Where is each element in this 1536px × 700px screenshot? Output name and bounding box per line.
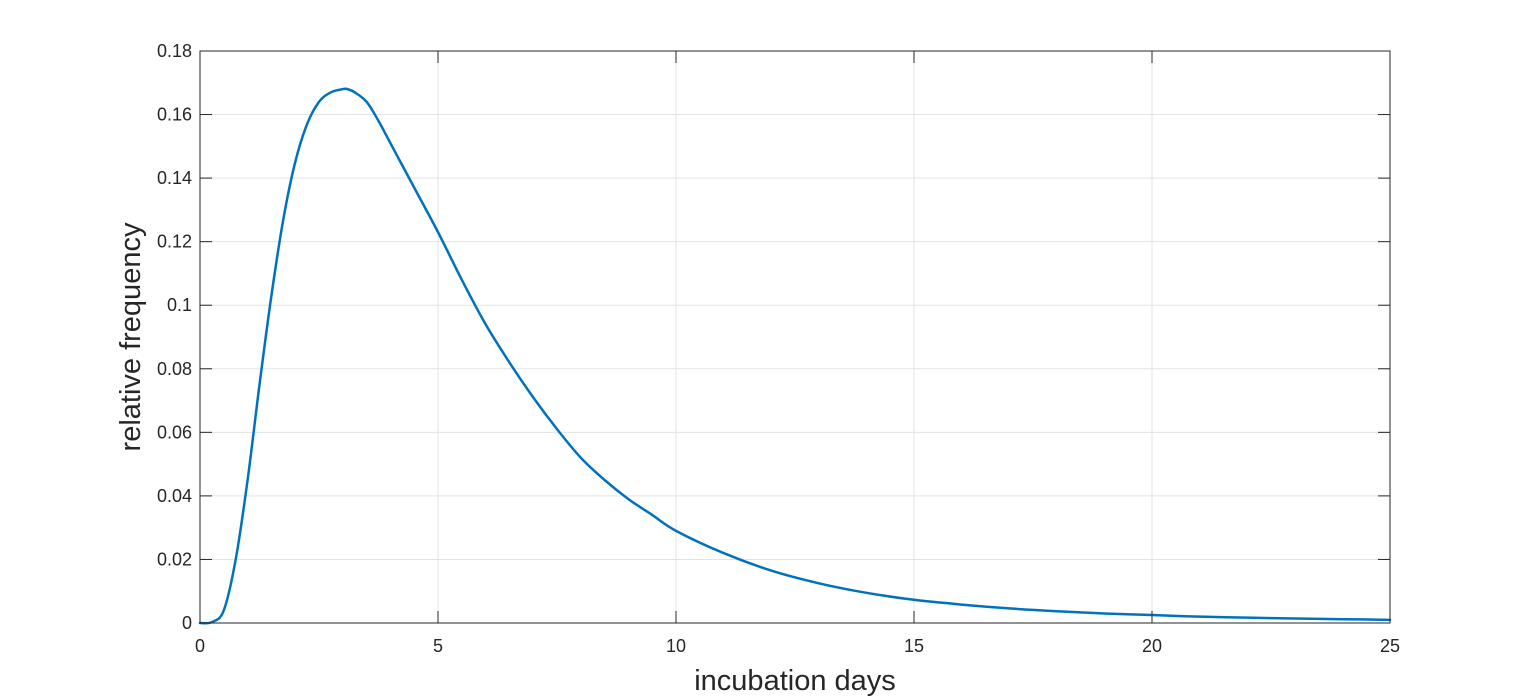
x-tick-label: 15 <box>904 636 924 656</box>
y-tick-label: 0.18 <box>157 41 192 61</box>
x-tick-label: 20 <box>1142 636 1162 656</box>
x-tick-label: 25 <box>1380 636 1400 656</box>
y-tick-label: 0.08 <box>157 359 192 379</box>
y-tick-label: 0.12 <box>157 232 192 252</box>
x-axis-label: incubation days <box>694 665 896 697</box>
ticks-layer <box>199 50 1391 624</box>
y-axis-label: relative frequency <box>115 222 147 451</box>
y-tick-label: 0.14 <box>157 168 192 188</box>
y-tick-label: 0.02 <box>157 549 192 569</box>
x-tick-label: 5 <box>433 636 443 656</box>
y-tick-label: 0.16 <box>157 105 192 125</box>
y-tick-label: 0.06 <box>157 422 192 442</box>
y-tick-labels: 0 0.02 0.04 0.06 0.08 0.1 0.12 0.14 0.16 0.18 <box>157 41 192 633</box>
series-line-incubation-pdf <box>198 87 1392 625</box>
y-tick-label: 0.04 <box>157 486 192 506</box>
x-tick-label: 0 <box>195 636 205 656</box>
plot-frame <box>199 50 1391 624</box>
y-tick-label: 0 <box>182 613 192 633</box>
x-tick-label: 10 <box>666 636 686 656</box>
x-tick-labels: 0 5 10 15 20 25 <box>195 636 1400 656</box>
y-tick-label: 0.1 <box>167 295 192 315</box>
grid-layer <box>199 50 1391 624</box>
